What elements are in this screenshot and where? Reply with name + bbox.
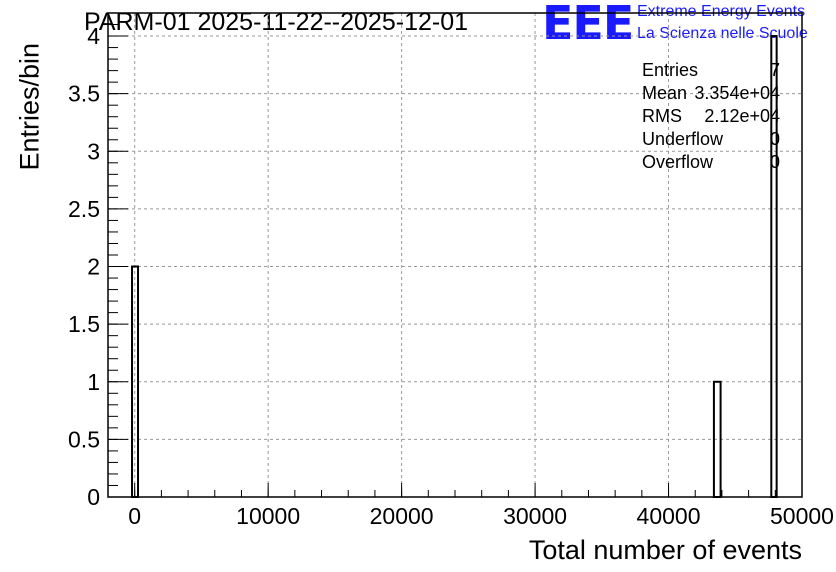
stat-value: 2.12e+04: [704, 106, 780, 126]
x-tick-label: 30000: [503, 503, 567, 529]
stat-value: 0: [769, 152, 780, 172]
logo-line-2: La Scienza nelle Scuole: [637, 25, 808, 42]
x-tick-label: 0: [128, 503, 141, 529]
x-tick-label: 40000: [637, 503, 701, 529]
y-tick-label: 4: [87, 23, 100, 49]
y-tick-label: 1: [87, 369, 100, 395]
stat-label: Overflow: [642, 152, 714, 172]
x-tick-label: 20000: [370, 503, 434, 529]
y-tick-label: 1.5: [68, 311, 100, 337]
stat-label: Underflow: [642, 129, 724, 149]
y-tick-label: 2: [87, 254, 100, 280]
stat-label: Mean: [642, 83, 688, 103]
y-tick-label: 0.5: [68, 426, 100, 452]
stat-row-overflow: Overflow 0: [642, 152, 780, 175]
stat-value: 3.354e+04: [694, 83, 780, 103]
stat-row-rms: RMS 2.12e+04: [642, 106, 780, 129]
stat-label: RMS: [642, 106, 682, 126]
y-tick-label: 2.5: [68, 196, 100, 222]
stat-row-mean: Mean 3.354e+04: [642, 83, 780, 106]
stat-value: 0: [769, 129, 780, 149]
stat-label: Entries: [642, 60, 699, 80]
stat-value: 7: [769, 60, 780, 80]
eee-logo: EEE: [542, 0, 634, 50]
x-tick-label: 10000: [236, 503, 300, 529]
y-tick-label: 3: [87, 138, 100, 164]
stats-box: Entries 7 Mean 3.354e+04 RMS 2.12e+04 Un…: [642, 60, 780, 175]
y-tick-label: 3.5: [68, 81, 100, 107]
y-tick-label: 0: [87, 484, 100, 510]
stat-row-entries: Entries 7: [642, 60, 780, 83]
stat-row-underflow: Underflow 0: [642, 129, 780, 152]
logo-line-1: Extreme Energy Events: [637, 3, 806, 20]
x-axis-label: Total number of events: [528, 535, 802, 565]
y-axis-label: Entries/bin: [14, 42, 45, 171]
x-tick-label: 50000: [770, 503, 834, 529]
